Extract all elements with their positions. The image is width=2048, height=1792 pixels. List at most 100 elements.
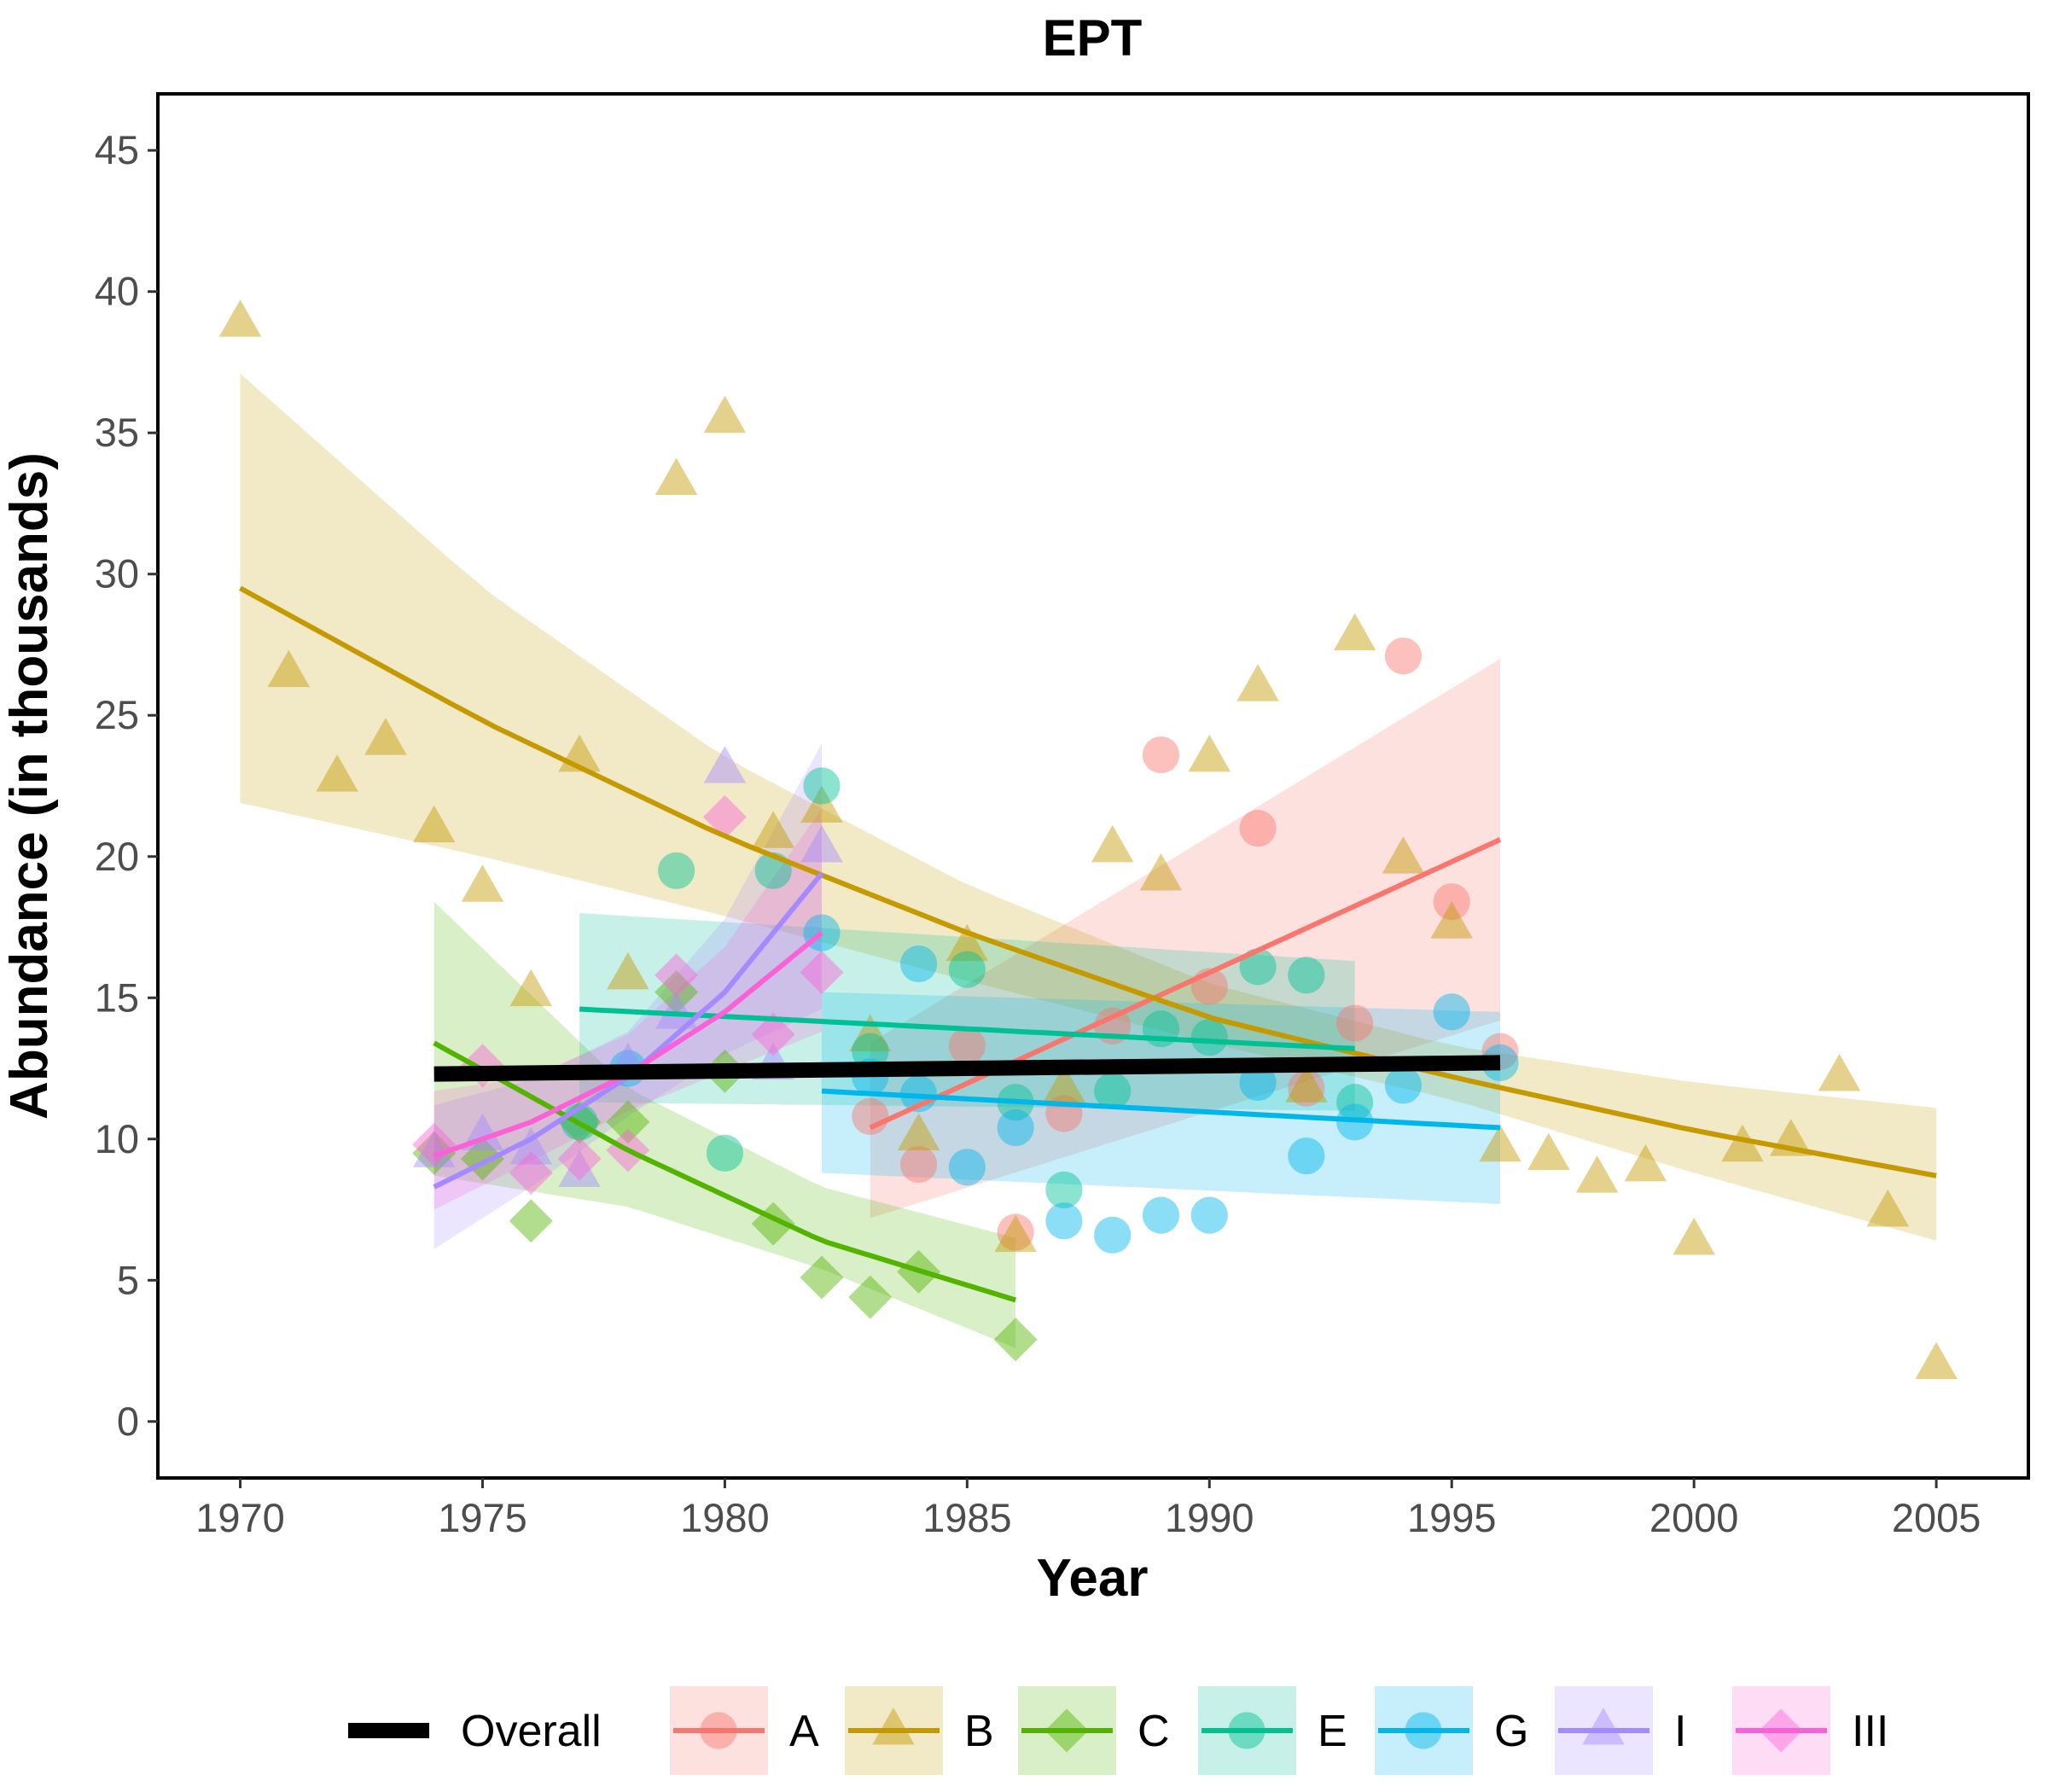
fit-line-b (239, 585, 1937, 1178)
point-e (803, 767, 841, 805)
legend-item-overall: Overall (348, 1707, 602, 1756)
y-tick-label: 5 (117, 1257, 139, 1302)
legend-label-b: B (964, 1707, 994, 1756)
point-a (852, 1097, 889, 1135)
x-tick-label: 1980 (680, 1495, 770, 1540)
point-b (994, 1214, 1037, 1253)
fit-line-c (433, 1040, 1016, 1303)
y-tick-label: 35 (95, 410, 139, 455)
point-g (997, 1108, 1034, 1147)
x-tick-label: 2000 (1649, 1495, 1739, 1540)
point-a (899, 1145, 938, 1184)
points-b (218, 300, 1958, 1380)
point-c (509, 1199, 553, 1243)
y-axis: 0 5 10 15 20 25 30 35 40 45 (95, 127, 158, 1444)
point-a (1384, 637, 1423, 675)
point-b (1818, 1053, 1861, 1091)
legend-item-a: A (670, 1686, 819, 1775)
band-b (240, 373, 1937, 1241)
point-b (267, 649, 311, 688)
legend-label-a: A (789, 1707, 819, 1756)
y-tick-label: 40 (95, 269, 139, 314)
point-b (1479, 1124, 1521, 1162)
y-tick-label: 0 (117, 1399, 139, 1444)
y-axis-title: Abundance (in thousands) (0, 452, 59, 1120)
point-a (997, 1213, 1034, 1251)
point-a (1239, 810, 1277, 847)
x-tick-label: 2005 (1892, 1495, 1981, 1540)
point-iii (655, 953, 699, 998)
point-b (752, 811, 794, 848)
point-b (1139, 852, 1183, 891)
point-g (1142, 1196, 1180, 1234)
legend-marker-g (1405, 1712, 1442, 1749)
legend-marker-c (1044, 1708, 1089, 1753)
point-a (1288, 1069, 1325, 1107)
legend: Overall A B C E G I III (348, 1686, 1888, 1775)
point-b (1527, 1132, 1570, 1171)
legend-marker-i (1582, 1708, 1625, 1745)
point-iii (800, 950, 844, 994)
band-c (433, 901, 1016, 1348)
point-iii (751, 1012, 795, 1056)
point-i (800, 824, 843, 863)
y-tick-label: 30 (95, 551, 139, 596)
legend-item-c: C (1018, 1686, 1170, 1775)
point-c (412, 1131, 457, 1175)
point-i (558, 1149, 601, 1188)
point-e (1288, 957, 1325, 994)
point-b (849, 1014, 892, 1052)
x-tick-label: 1990 (1165, 1495, 1254, 1540)
point-i (509, 1127, 553, 1165)
point-b (1430, 901, 1473, 939)
legend-label-g: G (1494, 1707, 1528, 1756)
fit-line-g (821, 1088, 1501, 1131)
data-points (218, 300, 1958, 1380)
point-g (1433, 993, 1470, 1031)
legend-marker-iii (1759, 1708, 1803, 1753)
x-tick-label: 1970 (195, 1495, 285, 1540)
point-c (993, 1318, 1038, 1362)
x-tick-label: 1975 (438, 1495, 527, 1540)
y-tick-label: 25 (95, 692, 139, 737)
point-g (1190, 1196, 1228, 1234)
confidence-bands (240, 373, 1937, 1348)
point-a (948, 1027, 986, 1065)
point-b (316, 754, 358, 792)
x-axis-title: Year (1036, 1549, 1148, 1608)
point-e (1190, 1019, 1228, 1056)
point-b (1188, 734, 1231, 772)
point-g (948, 1149, 986, 1186)
point-b (1915, 1341, 1958, 1380)
point-e (658, 852, 695, 889)
legend-label-c: C (1137, 1707, 1170, 1756)
point-b (1285, 1065, 1328, 1103)
point-b (1382, 836, 1425, 874)
legend-item-iii: III (1732, 1686, 1888, 1775)
y-tick-label: 20 (95, 834, 139, 879)
x-tick-label: 1995 (1407, 1495, 1497, 1540)
point-e (1239, 948, 1277, 986)
point-c (606, 1100, 650, 1144)
point-b (1236, 664, 1279, 701)
legend-label-i: I (1674, 1707, 1686, 1756)
point-g (1094, 1216, 1132, 1254)
fit-line-a (869, 837, 1502, 1131)
legend-item-i: I (1555, 1686, 1686, 1775)
chart-title: EPT (1043, 9, 1143, 67)
point-i (655, 992, 698, 1029)
plot-area (218, 300, 1958, 1380)
point-e (1336, 1084, 1374, 1121)
point-b (1624, 1143, 1667, 1182)
legend-marker-e (1228, 1712, 1265, 1749)
y-tick-label: 10 (95, 1116, 139, 1161)
point-b (897, 1113, 940, 1150)
point-iii (702, 794, 747, 839)
point-c (800, 1255, 844, 1300)
point-c (655, 970, 699, 1015)
point-b (461, 864, 504, 902)
trend-lines (239, 585, 1937, 1303)
point-g (1288, 1137, 1325, 1175)
plot-panel-border (156, 92, 2030, 1480)
